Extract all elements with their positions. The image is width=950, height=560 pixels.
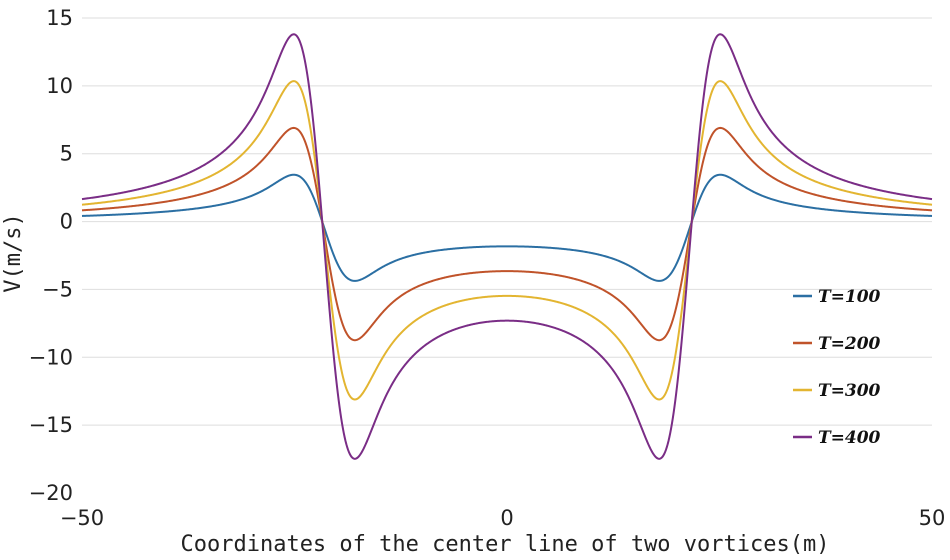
- x-tick-label: 0: [500, 506, 513, 530]
- legend-label: T=200: [818, 334, 881, 354]
- y-tick-label: 10: [46, 74, 73, 98]
- y-tick-label: 5: [60, 142, 73, 166]
- y-axis-label: V(m/s): [1, 213, 26, 292]
- y-tick-label: 0: [60, 210, 73, 234]
- series-line-3: [81, 80, 933, 401]
- y-tick-label: −15: [29, 413, 73, 437]
- x-tick-label: −50: [60, 506, 104, 530]
- grid-lines: [82, 17, 932, 426]
- x-tick-label: 50: [919, 506, 946, 530]
- series-line-4: [81, 33, 933, 460]
- y-tick-label: −10: [29, 345, 73, 369]
- y-tick-label: −20: [29, 481, 73, 505]
- series-line-1: [81, 173, 933, 282]
- x-axis-label: Coordinates of the center line of two vo…: [180, 532, 829, 557]
- legend-label: T=100: [818, 287, 881, 307]
- y-tick-label: −5: [42, 277, 73, 301]
- series-line-2: [81, 126, 933, 342]
- x-axis-ticks: −50 0 50: [60, 506, 946, 530]
- legend-label: T=400: [818, 428, 881, 448]
- series-curves: [81, 33, 933, 460]
- y-tick-label: 15: [46, 6, 73, 30]
- y-axis-ticks: 15 10 5 0 −5 −10 −15 −20: [29, 6, 73, 505]
- legend: T=100 T=200 T=300 T=400: [793, 287, 881, 448]
- legend-label: T=300: [818, 381, 881, 401]
